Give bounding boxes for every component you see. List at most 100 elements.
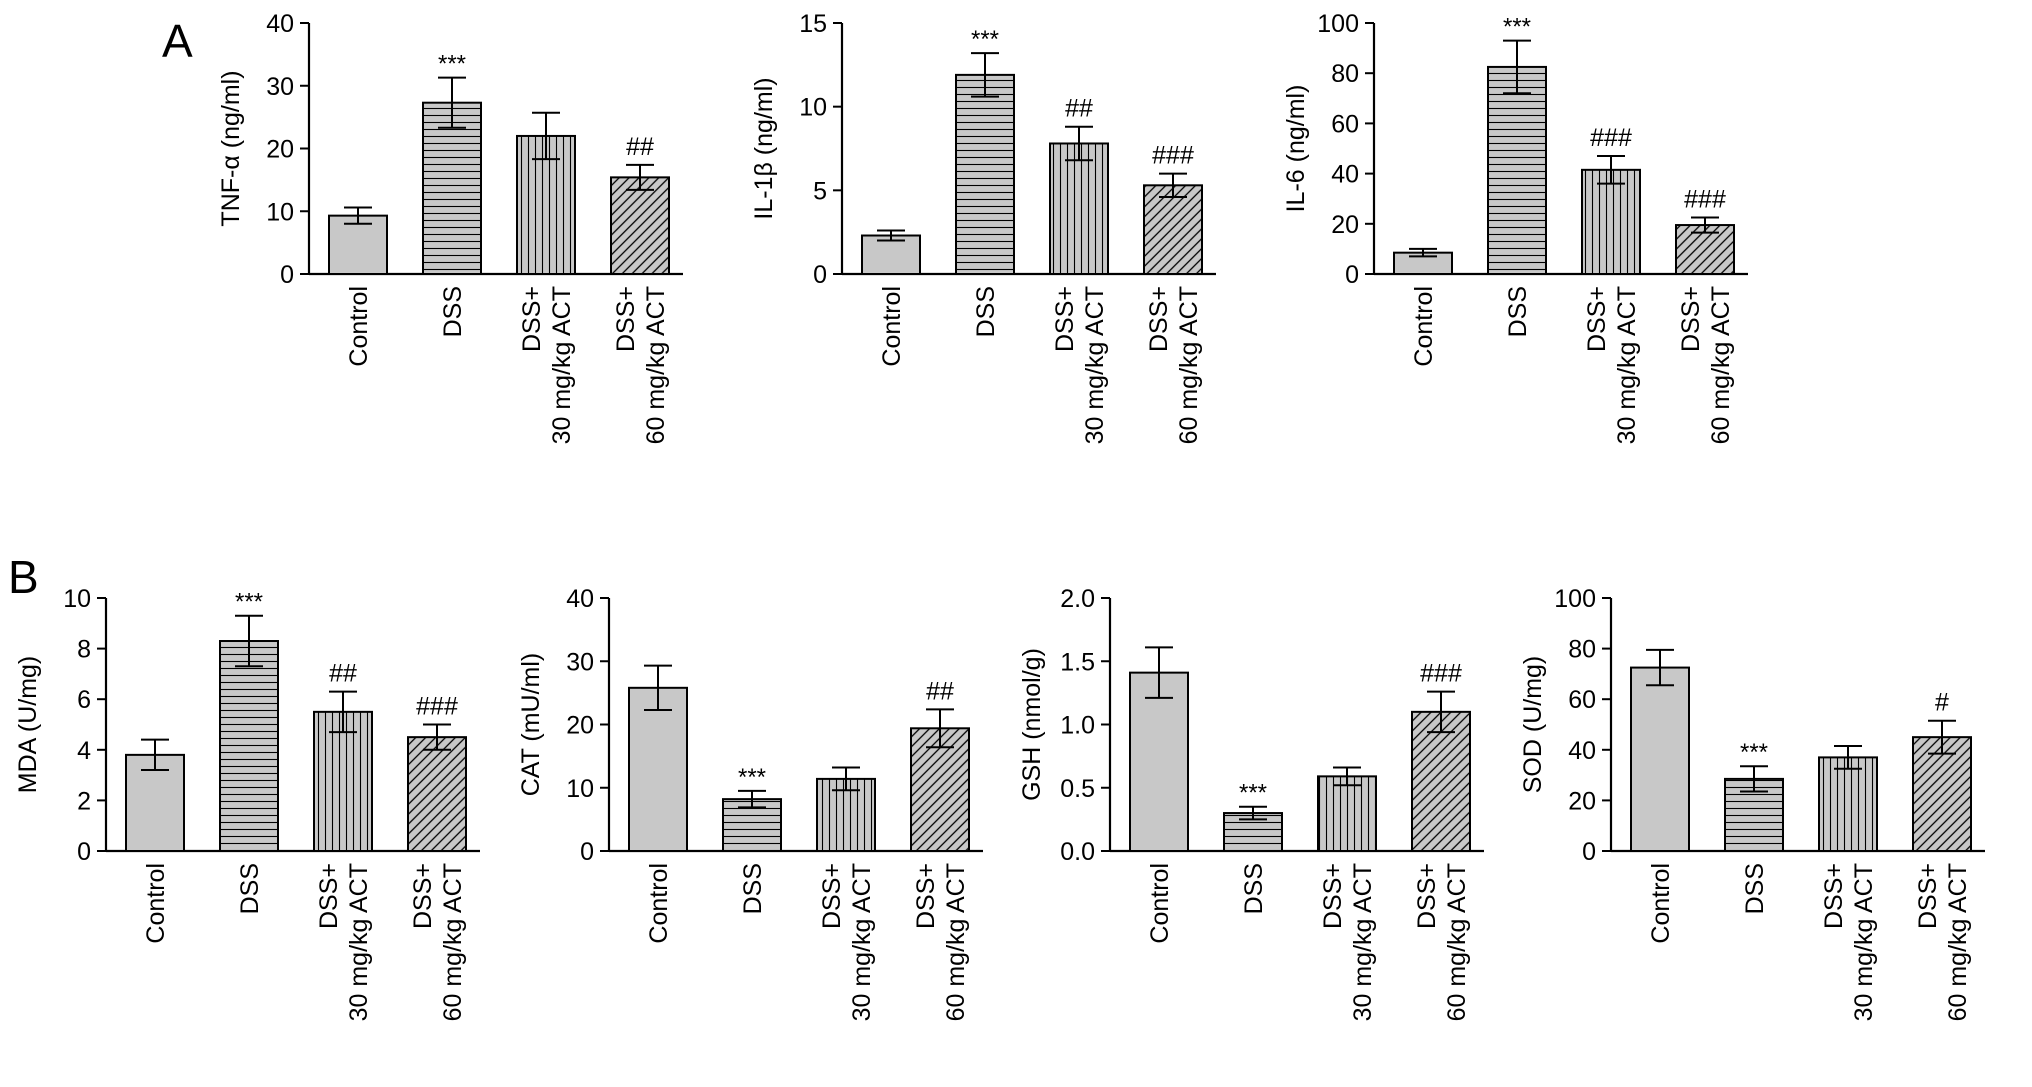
x-tick-label-line: DSS+ bbox=[409, 863, 437, 929]
significance-label: ### bbox=[1152, 142, 1194, 170]
y-tick-label: 10 bbox=[566, 775, 594, 803]
x-tick-label-line: 60 mg/kg ACT bbox=[942, 863, 970, 1021]
x-tick-label: DSS+60 mg/kg ACT bbox=[1413, 863, 1471, 1021]
x-tick-label-line: DSS bbox=[1741, 863, 1769, 914]
x-tick-label: DSS+60 mg/kg ACT bbox=[1914, 863, 1972, 1021]
bar bbox=[610, 176, 670, 276]
bar bbox=[1818, 756, 1878, 853]
y-tick-label: 10 bbox=[266, 198, 294, 226]
significance-label: ## bbox=[329, 660, 357, 688]
y-tick-label: 60 bbox=[1568, 686, 1596, 714]
significance-label: ### bbox=[1420, 660, 1462, 688]
x-tick-label: DSS bbox=[236, 863, 264, 914]
y-tick-label: 0.0 bbox=[1060, 838, 1095, 866]
y-tick-label: 30 bbox=[566, 648, 594, 676]
x-tick-label-line: Control bbox=[1647, 863, 1675, 944]
x-tick-label-line: DSS+ bbox=[518, 286, 546, 352]
x-tick-label-line: 30 mg/kg ACT bbox=[1850, 863, 1878, 1021]
significance-label: *** bbox=[1740, 739, 1768, 766]
panel-label-a: A bbox=[162, 15, 193, 67]
x-tick-label-line: DSS bbox=[1240, 863, 1268, 914]
x-tick-label-line: Control bbox=[1146, 863, 1174, 944]
y-tick-label: 80 bbox=[1331, 60, 1359, 88]
x-tick-label-line: 60 mg/kg ACT bbox=[642, 286, 670, 444]
x-tick-label: DSS+30 mg/kg ACT bbox=[315, 863, 373, 1021]
x-tick-label-line: Control bbox=[878, 286, 906, 367]
y-tick-label: 0 bbox=[580, 838, 594, 866]
bar bbox=[628, 686, 688, 852]
bar bbox=[955, 73, 1015, 275]
x-tick-label-line: DSS+ bbox=[1413, 863, 1441, 929]
x-tick-label-line: DSS+ bbox=[1914, 863, 1942, 929]
bar bbox=[219, 640, 279, 853]
significance-label: ## bbox=[926, 677, 954, 705]
bar bbox=[1912, 736, 1972, 853]
y-tick-label: 0 bbox=[280, 261, 294, 289]
x-tick-label: DSS+60 mg/kg ACT bbox=[409, 863, 467, 1021]
x-tick-label-line: 60 mg/kg ACT bbox=[439, 863, 467, 1021]
bar bbox=[1049, 142, 1109, 275]
x-tick-label: DSS bbox=[1240, 863, 1268, 914]
y-axis-label: GSH (nmol/g) bbox=[1018, 648, 1046, 801]
y-tick-label: 40 bbox=[266, 10, 294, 38]
x-tick-label-line: 30 mg/kg ACT bbox=[1613, 286, 1641, 444]
x-tick-label: Control bbox=[645, 863, 673, 944]
y-tick-label: 0.5 bbox=[1060, 775, 1095, 803]
y-tick-label: 4 bbox=[77, 737, 91, 765]
bar bbox=[1143, 184, 1203, 276]
x-tick-label-line: DSS bbox=[972, 286, 1000, 337]
bar bbox=[1581, 168, 1641, 276]
x-tick-label: Control bbox=[878, 286, 906, 367]
significance-label: *** bbox=[1239, 780, 1267, 807]
panel-label-b: B bbox=[8, 551, 39, 603]
x-tick-label-line: 30 mg/kg ACT bbox=[1081, 286, 1109, 444]
y-tick-label: 2 bbox=[77, 787, 91, 815]
x-tick-label-line: DSS bbox=[236, 863, 264, 914]
x-tick-label: Control bbox=[1647, 863, 1675, 944]
y-tick-label: 80 bbox=[1568, 636, 1596, 664]
significance-label: *** bbox=[738, 764, 766, 791]
significance-label: ### bbox=[1590, 124, 1632, 152]
x-tick-label-line: Control bbox=[142, 863, 170, 944]
bar bbox=[422, 101, 482, 275]
significance-label: # bbox=[1935, 689, 1949, 717]
x-tick-label-line: 30 mg/kg ACT bbox=[345, 863, 373, 1021]
y-tick-label: 100 bbox=[1317, 10, 1359, 38]
x-tick-label-line: DSS+ bbox=[1583, 286, 1611, 352]
x-tick-label: DSS+60 mg/kg ACT bbox=[1677, 286, 1735, 444]
x-tick-label: DSS+30 mg/kg ACT bbox=[818, 863, 876, 1021]
chart-2: 0 20 40 60 80 100 IL-6 (ng/ml) Control *** DSS ###… bbox=[1282, 10, 1748, 444]
y-tick-label: 2.0 bbox=[1060, 585, 1095, 613]
x-tick-label-line: Control bbox=[645, 863, 673, 944]
y-tick-label: 20 bbox=[1331, 211, 1359, 239]
y-tick-label: 8 bbox=[77, 636, 91, 664]
bar bbox=[1411, 710, 1471, 852]
x-tick-label: DSS+30 mg/kg ACT bbox=[1051, 286, 1109, 444]
bar bbox=[328, 214, 388, 275]
significance-label: *** bbox=[438, 51, 466, 78]
x-tick-label: DSS bbox=[739, 863, 767, 914]
y-tick-label: 60 bbox=[1331, 110, 1359, 138]
x-tick-label-line: 60 mg/kg ACT bbox=[1443, 863, 1471, 1021]
x-tick-label-line: DSS+ bbox=[818, 863, 846, 929]
significance-label: *** bbox=[1503, 14, 1531, 41]
significance-label: *** bbox=[235, 589, 263, 616]
x-tick-label-line: DSS+ bbox=[1319, 863, 1347, 929]
y-tick-label: 40 bbox=[1568, 737, 1596, 765]
x-tick-label-line: DSS+ bbox=[612, 286, 640, 352]
x-tick-label-line: 60 mg/kg ACT bbox=[1175, 286, 1203, 444]
significance-label: ## bbox=[626, 133, 654, 161]
y-axis-label: MDA (U/mg) bbox=[14, 656, 42, 794]
y-tick-label: 20 bbox=[266, 136, 294, 164]
x-tick-label-line: 30 mg/kg ACT bbox=[848, 863, 876, 1021]
y-tick-label: 10 bbox=[63, 585, 91, 613]
bar bbox=[407, 736, 467, 853]
x-tick-label: DSS bbox=[972, 286, 1000, 337]
y-tick-label: 0 bbox=[1582, 838, 1596, 866]
